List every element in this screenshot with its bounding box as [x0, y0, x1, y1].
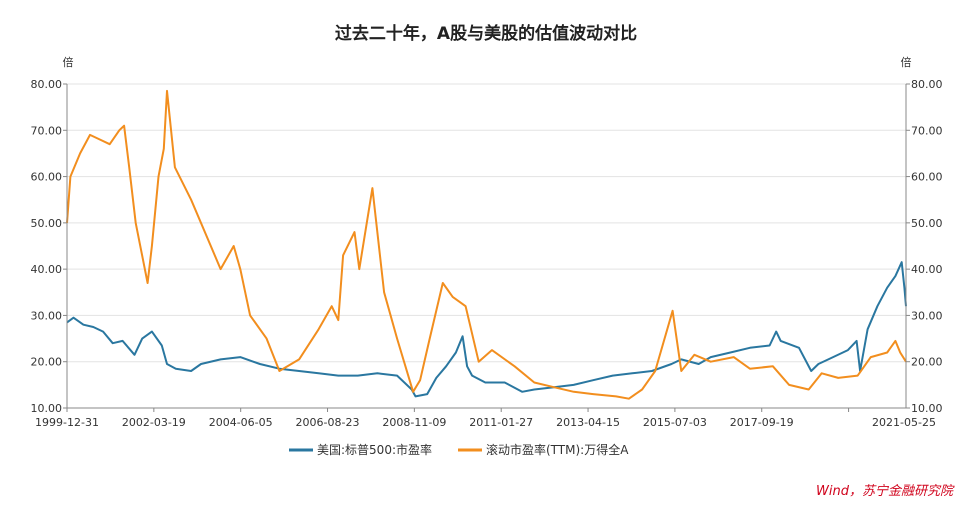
- legend-item-sp500[interactable]: 美国:标普500:市盈率: [289, 442, 432, 457]
- legend-label-wind-a: 滚动市盈率(TTM):万得全A: [486, 442, 629, 457]
- y-tick-label-right: 50.00: [911, 217, 943, 230]
- left-axis-unit: 倍: [63, 55, 74, 69]
- legend: 美国:标普500:市盈率 滚动市盈率(TTM):万得全A: [289, 442, 629, 457]
- x-tick-label: 2011-01-27: [469, 416, 533, 429]
- right-axis-ticks: 10.00 20.00 30.00 40.00 50.00 60.00 70.00 80.00: [906, 78, 943, 415]
- x-tick-label: 2015-07-03: [643, 416, 707, 429]
- y-tick-label-right: 70.00: [911, 124, 943, 137]
- legend-label-sp500: 美国:标普500:市盈率: [317, 442, 432, 457]
- y-tick-label-left: 70.00: [31, 124, 63, 137]
- y-tick-label-right: 80.00: [911, 78, 943, 91]
- series-layer: [66, 89, 907, 400]
- y-tick-label-right: 40.00: [911, 263, 943, 276]
- y-tick-label-left: 20.00: [31, 356, 63, 369]
- chart-title: 过去二十年，A股与美股的估值波动对比: [335, 23, 637, 44]
- y-tick-label-right: 20.00: [911, 356, 943, 369]
- series-line-wind-a: [66, 89, 907, 400]
- x-tick-label: 2013-04-15: [556, 416, 620, 429]
- y-tick-label-left: 50.00: [31, 217, 63, 230]
- x-tick-label: 2004-06-05: [209, 416, 273, 429]
- x-tick-label: 2006-08-23: [296, 416, 360, 429]
- x-tick-label: 1999-12-31: [35, 416, 99, 429]
- y-tick-label-left: 10.00: [31, 402, 63, 415]
- x-tick-label: 2002-03-19: [122, 416, 186, 429]
- x-axis-ticks: 1999-12-31 2002-03-19 2004-06-05 2006-08-23…: [35, 408, 936, 429]
- grid: [67, 83, 906, 363]
- axes: [66, 84, 907, 409]
- source-note: Wind，苏宁金融研究院: [816, 483, 955, 499]
- right-axis-unit: 倍: [901, 55, 912, 69]
- series-line-sp500: [66, 261, 907, 398]
- y-tick-label-left: 60.00: [31, 171, 63, 184]
- y-tick-label-right: 10.00: [911, 402, 943, 415]
- y-tick-label-right: 30.00: [911, 309, 943, 322]
- x-tick-label: 2017-09-19: [730, 416, 794, 429]
- y-tick-label-right: 60.00: [911, 171, 943, 184]
- legend-item-wind-a[interactable]: 滚动市盈率(TTM):万得全A: [458, 442, 629, 457]
- y-tick-label-left: 80.00: [31, 78, 63, 91]
- y-tick-label-left: 40.00: [31, 263, 63, 276]
- y-tick-label-left: 30.00: [31, 309, 63, 322]
- x-tick-label: 2021-05-25: [872, 416, 936, 429]
- x-tick-label: 2008-11-09: [382, 416, 446, 429]
- left-axis-ticks: 10.00 20.00 30.00 40.00 50.00 60.00 70.00 80.00: [31, 78, 67, 415]
